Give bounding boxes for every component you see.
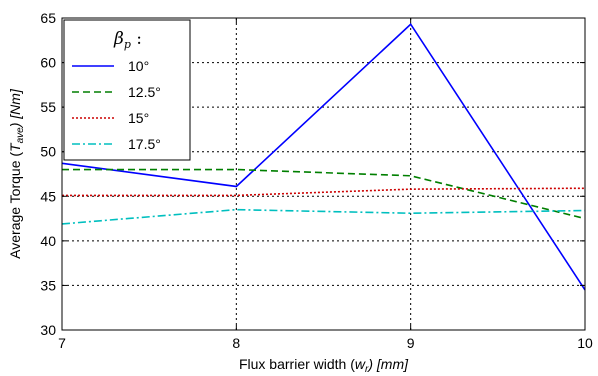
series-line (61, 23, 586, 291)
legend-label: 10° (128, 58, 149, 74)
legend-box (63, 19, 191, 161)
y-axis-label: Average Torque (Tave) [Nm] (7, 88, 26, 259)
y-tick-label: 50 (40, 144, 56, 160)
legend-label: 12.5° (128, 84, 161, 100)
legend: βp : 10° 12.5° 15° 17.5° (63, 19, 191, 161)
y-tick-label: 55 (40, 99, 56, 115)
series-lines (61, 23, 586, 291)
legend-entries: 10° 12.5° 15° 17.5° (72, 58, 161, 152)
y-tick-label: 35 (40, 277, 56, 293)
legend-label: 17.5° (128, 136, 161, 152)
y-tick-label: 40 (40, 233, 56, 249)
series-line (61, 208, 586, 225)
grid (62, 18, 585, 330)
y-tick-label: 65 (40, 10, 56, 26)
series-line (62, 187, 586, 197)
x-tick-label: 8 (232, 335, 240, 351)
x-tick-label: 7 (58, 335, 66, 351)
y-tick-label: 45 (40, 188, 56, 204)
y-tick-label: 30 (40, 322, 56, 338)
legend-label: 15° (128, 110, 149, 126)
legend-title: βp : (113, 29, 142, 51)
x-tick-label: 10 (577, 335, 593, 351)
y-ticks: 30 35 40 45 50 55 60 65 (40, 10, 585, 338)
x-axis-label: Flux barrier width (wr) [mm] (239, 356, 409, 375)
y-tick-label: 60 (40, 55, 56, 71)
x-ticks: 7 8 9 10 (58, 18, 593, 351)
x-tick-label: 9 (407, 335, 415, 351)
plot-frame (61, 17, 586, 331)
